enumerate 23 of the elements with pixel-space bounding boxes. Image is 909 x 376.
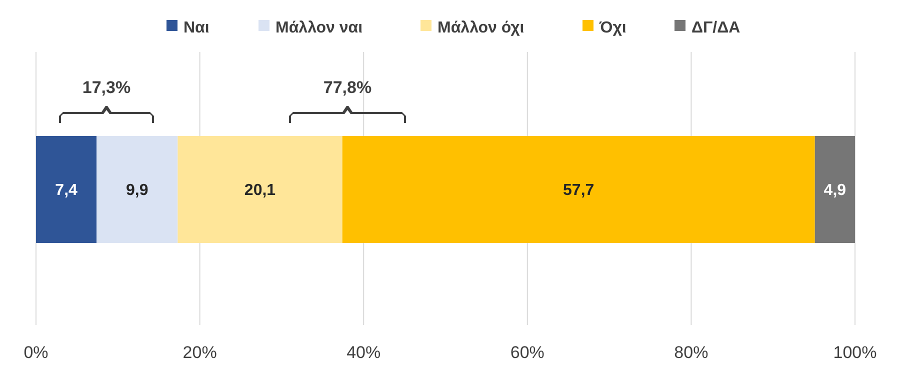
x-tick-label: 20% xyxy=(182,343,217,362)
data-label: 9,9 xyxy=(126,182,148,200)
annotation: 17,3% xyxy=(82,78,131,97)
bar xyxy=(342,136,815,243)
bar xyxy=(36,136,97,243)
legend-label: Μάλλον όχι xyxy=(438,20,524,37)
x-tick-label: 40% xyxy=(346,343,381,362)
annotation: 77,8% xyxy=(323,78,372,97)
legend-label: Ναι xyxy=(184,20,210,37)
data-label: 7,4 xyxy=(55,182,78,200)
legend-label: ΔΓ/ΔΑ xyxy=(692,20,741,37)
legend-label: Όχι xyxy=(598,20,626,37)
bar xyxy=(814,136,855,243)
bar xyxy=(178,136,342,243)
bar xyxy=(96,136,178,243)
data-label: 57,7 xyxy=(563,182,594,200)
x-tick-label: 100% xyxy=(833,343,877,362)
data-label: 4,9 xyxy=(824,182,846,200)
data-label: 20,1 xyxy=(244,182,276,200)
legend-label: Μάλλον ναι xyxy=(276,20,363,37)
x-tick-label: 0% xyxy=(24,343,48,362)
x-tick-label: 80% xyxy=(674,343,708,362)
x-tick-label: 60% xyxy=(510,343,544,362)
